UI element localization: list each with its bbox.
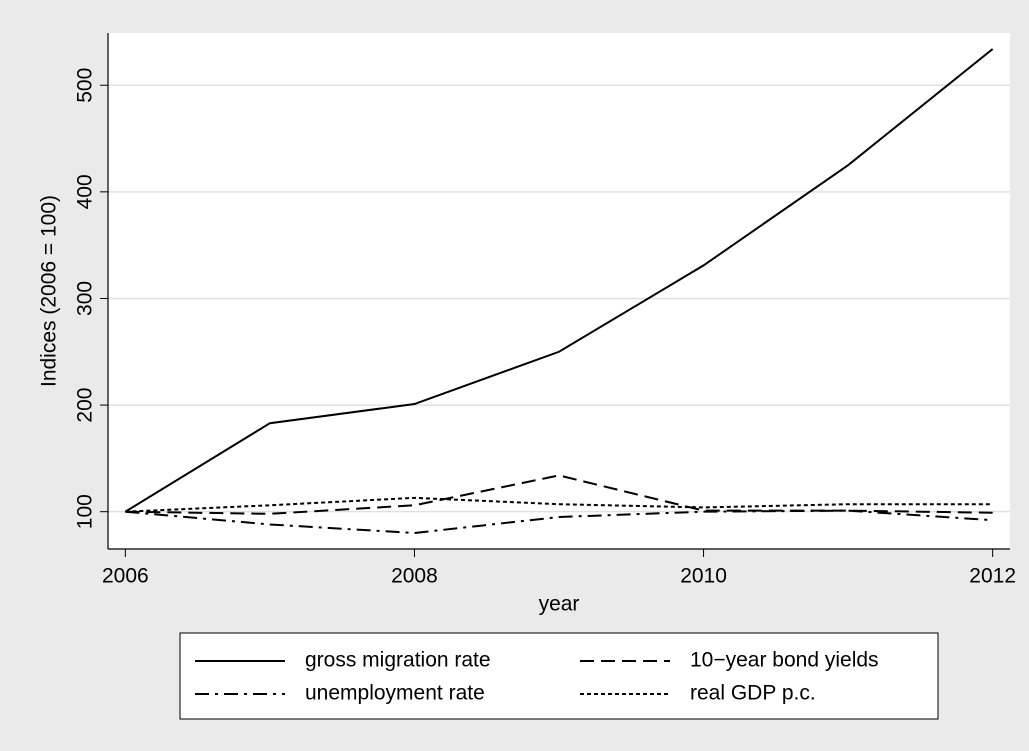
y-tick-label: 400 [74,174,97,209]
x-tick-label: 2008 [391,565,438,588]
x-tick-label: 2010 [680,565,727,588]
legend-label: 10−year bond yields [690,649,879,672]
y-tick-label: 200 [74,388,97,423]
y-tick-label: 300 [74,281,97,316]
legend-label: unemployment rate [305,682,485,705]
plot-area [108,33,1010,549]
series-line [124,48,994,513]
y-tick-label: 500 [74,68,97,103]
x-axis-title: year [539,593,580,616]
x-tick-label: 2006 [102,565,149,588]
series-line [125,496,993,513]
series-line [125,509,993,535]
y-axis-title: Indices (2006 = 100) [38,195,61,387]
legend-label: gross migration rate [305,649,491,672]
x-tick-label: 2012 [969,565,1016,588]
y-tick-label: 100 [74,494,97,529]
lines [124,48,994,535]
legend-label: real GDP p.c. [690,682,816,705]
legend [179,632,939,720]
